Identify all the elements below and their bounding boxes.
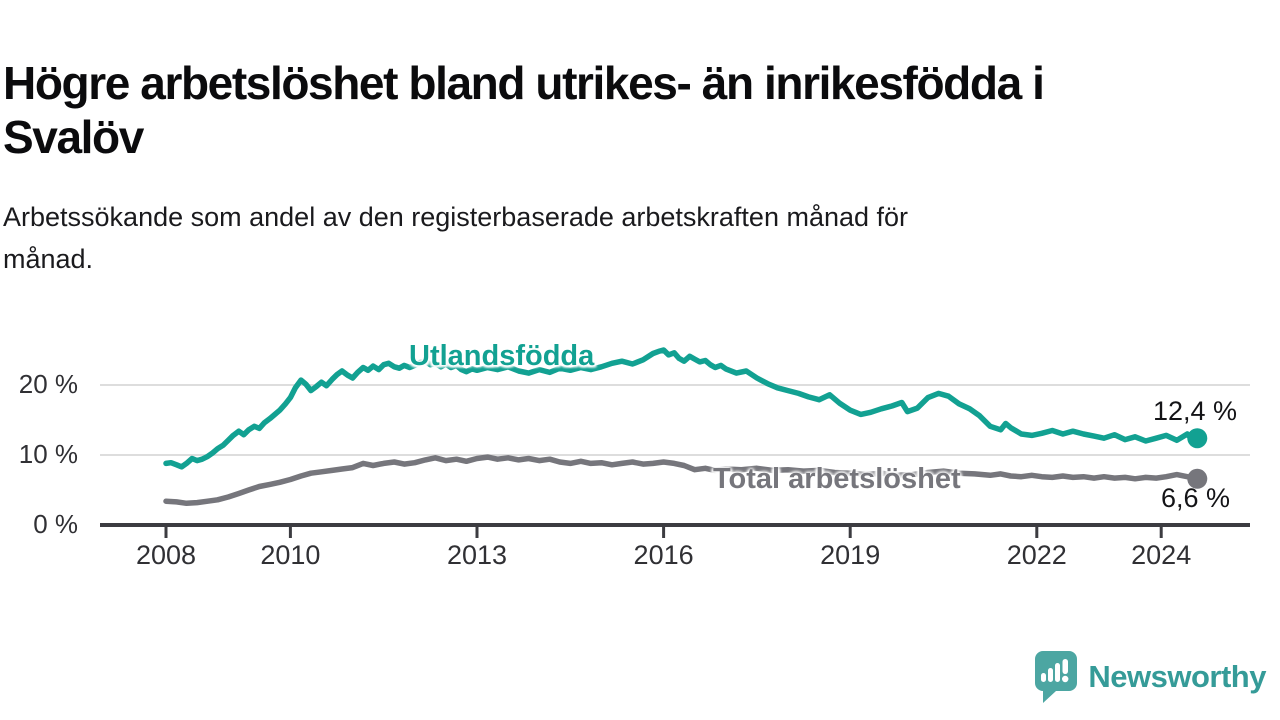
x-axis-tick-label: 2013	[446, 540, 508, 570]
end-value-label-total: 6,6 %	[1160, 483, 1230, 513]
x-axis-tick-label: 2010	[260, 540, 321, 570]
x-axis-tick-label: 2016	[633, 540, 694, 570]
series-label-utlandsfodda: Utlandsfödda	[409, 340, 595, 372]
chart-subtitle-line-2: månad.	[3, 243, 94, 274]
brand-name: Newsworthy	[1088, 659, 1266, 694]
y-axis-tick-label: 0 %	[33, 509, 78, 539]
page-title-line-2: Svalöv	[3, 110, 144, 163]
series-label-total-arbetsloshet: Total arbetslöshet	[713, 463, 961, 495]
page-title-line-1: Högre arbetslöshet bland utrikes- än inr…	[3, 56, 1045, 109]
series-line-total-arbetsl-shet	[163, 454, 1201, 507]
newsworthy-logo: Newsworthy	[1032, 650, 1266, 704]
series-line-utlandsf-dda	[163, 347, 1201, 470]
end-value-label-utlandsfodda: 12,4 %	[1152, 396, 1237, 426]
y-axis-tick-label: 20 %	[18, 369, 78, 399]
y-axis-tick-label: 10 %	[18, 439, 78, 469]
chart-subtitle: Arbetssökande som andel av den registerb…	[3, 197, 1223, 281]
x-axis-tick-label: 2008	[135, 540, 197, 570]
page-title: Högre arbetslöshet bland utrikes- än inr…	[3, 57, 1263, 165]
series-end-dot	[1187, 468, 1208, 489]
chart-subtitle-line-1: Arbetssökande som andel av den registerb…	[3, 202, 909, 232]
x-axis-tick-label: 2024	[1131, 540, 1192, 570]
x-axis-tick-label: 2019	[820, 540, 881, 570]
x-axis-tick-label: 2022	[1006, 540, 1067, 570]
speech-bubble-bar-chart-icon	[1035, 651, 1078, 703]
series-end-dot	[1187, 428, 1208, 449]
